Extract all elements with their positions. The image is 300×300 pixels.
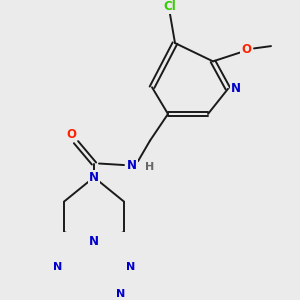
Text: N: N [89, 171, 99, 184]
Text: N: N [89, 235, 99, 248]
Text: N: N [231, 82, 241, 95]
Text: O: O [241, 44, 251, 56]
Text: N: N [53, 262, 62, 272]
Text: N: N [116, 290, 125, 299]
Text: O: O [66, 128, 76, 141]
Text: Cl: Cl [164, 0, 176, 13]
Text: N: N [127, 158, 137, 172]
Text: N: N [126, 262, 135, 272]
Text: H: H [146, 162, 154, 172]
